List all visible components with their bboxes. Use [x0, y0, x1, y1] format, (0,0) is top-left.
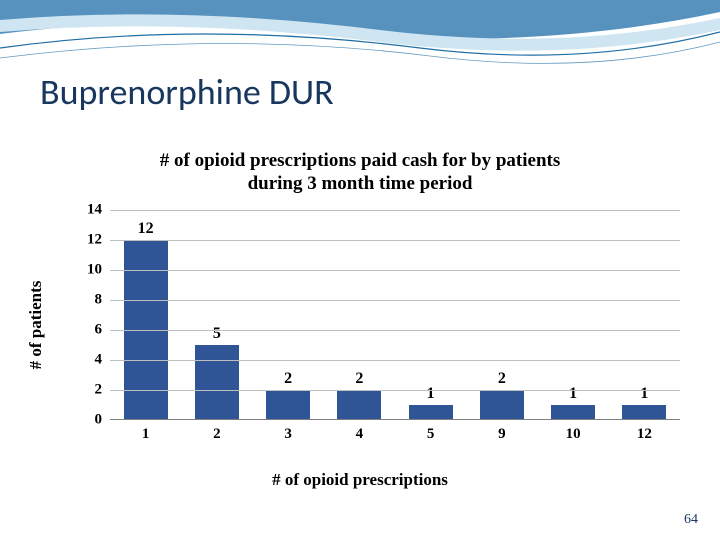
x-tick-label: 3	[284, 426, 292, 443]
x-axis-label: # of opioid prescriptions	[0, 470, 720, 490]
bar-value-label: 1	[640, 385, 648, 403]
bar-slot: 23	[253, 210, 324, 420]
y-tick-label: 12	[87, 232, 102, 249]
bar-value-label: 12	[138, 220, 154, 238]
bar-slot: 15	[395, 210, 466, 420]
bar-slot: 52	[181, 210, 252, 420]
y-tick-label: 8	[95, 292, 103, 309]
bar-slot: 110	[538, 210, 609, 420]
bar-value-label: 5	[213, 325, 221, 343]
bar-value-label: 2	[498, 370, 506, 388]
x-tick-label: 4	[356, 426, 364, 443]
gridline	[110, 240, 680, 241]
plot-area: 1215223241529110112 02468101214	[110, 210, 680, 420]
chart-title-line2: during 3 month time period	[248, 173, 473, 194]
bar: 5	[195, 345, 239, 420]
bar: 1	[622, 405, 666, 420]
slide-title: Buprenorphine DUR	[40, 70, 334, 114]
chart-title-line1: # of opioid prescriptions paid cash for …	[160, 150, 560, 171]
y-tick-label: 14	[87, 202, 102, 219]
page-number: 64	[684, 512, 698, 528]
gridline	[110, 390, 680, 391]
y-tick-label: 4	[95, 352, 103, 369]
x-tick-label: 1	[142, 426, 150, 443]
bar-value-label: 1	[569, 385, 577, 403]
bars-container: 1215223241529110112	[110, 210, 680, 420]
x-tick-label: 10	[566, 426, 581, 443]
y-tick-label: 2	[95, 382, 103, 399]
y-axis-label: # of patients	[26, 281, 46, 370]
bar-slot: 121	[110, 210, 181, 420]
x-tick-label: 2	[213, 426, 221, 443]
x-tick-label: 12	[637, 426, 652, 443]
bar-slot: 112	[609, 210, 680, 420]
y-tick-label: 10	[87, 262, 102, 279]
gridline	[110, 270, 680, 271]
bar-slot: 29	[466, 210, 537, 420]
gridline	[110, 300, 680, 301]
y-tick-label: 6	[95, 322, 103, 339]
gridline	[110, 210, 680, 211]
gridline	[110, 360, 680, 361]
bar-value-label: 2	[284, 370, 292, 388]
bar: 2	[480, 390, 524, 420]
bar: 1	[551, 405, 595, 420]
bar: 2	[266, 390, 310, 420]
x-tick-label: 9	[498, 426, 506, 443]
gridline	[110, 330, 680, 331]
x-axis-line	[110, 419, 680, 420]
bar-value-label: 2	[355, 370, 363, 388]
bar-value-label: 1	[427, 385, 435, 403]
x-tick-label: 5	[427, 426, 435, 443]
bar: 1	[409, 405, 453, 420]
bar-slot: 24	[324, 210, 395, 420]
bar: 2	[337, 390, 381, 420]
chart-title: # of opioid prescriptions paid cash for …	[0, 150, 720, 196]
y-tick-label: 0	[95, 412, 103, 429]
